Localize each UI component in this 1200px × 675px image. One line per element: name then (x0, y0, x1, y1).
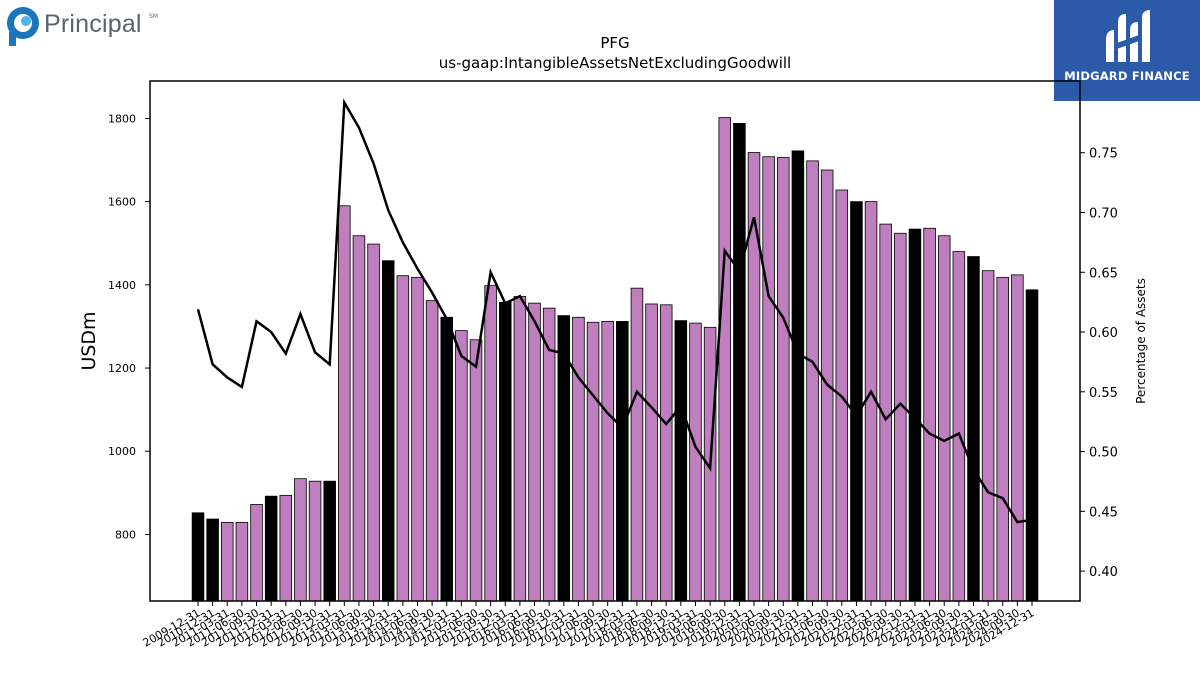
bar-2022-09-30 (894, 232, 907, 602)
principal-logo-mark: SM (149, 13, 158, 20)
chart-subtitle: us-gaap:IntangibleAssetsNetExcludingGood… (439, 54, 791, 72)
bar-2017-06-30 (586, 321, 600, 602)
bar-2014-12-31 (440, 316, 453, 602)
bar-2023-03-31 (923, 227, 936, 602)
bar-2018-09-30 (659, 304, 673, 602)
bar-2011-03-31 (221, 521, 234, 602)
bar-2014-09-30 (425, 300, 439, 602)
bar-2010-12-31 (206, 518, 219, 602)
bar-2015-06-30 (469, 339, 483, 602)
bar-2017-03-31 (572, 316, 585, 602)
y-axis-left: 800 1000 1200 1400 1600 1800 (108, 112, 150, 541)
bar-2014-03-31 (396, 275, 410, 602)
bar-2012-03-31 (279, 494, 293, 602)
bar-2017-12-31 (616, 321, 629, 602)
bar-2023-09-30 (952, 251, 966, 602)
bar-2019-12-31 (733, 123, 746, 602)
bar-2024-12-31 (1025, 289, 1039, 602)
bar-2013-09-30 (367, 243, 380, 602)
bar-2013-06-30 (352, 235, 366, 602)
y2-tick-label: 0.55 (1089, 386, 1118, 401)
principal-logo-icon (7, 7, 39, 46)
bar-2015-09-30 (484, 285, 497, 602)
y-tick-label: 1000 (108, 445, 136, 458)
bar-2020-06-30 (762, 156, 775, 602)
y-axis-right: 0.40 0.45 0.50 0.55 0.60 0.65 0.70 0.75 (1080, 147, 1118, 580)
bar-2011-12-31 (264, 495, 278, 602)
bar-2023-06-30 (937, 235, 951, 602)
bar-2018-03-31 (630, 287, 644, 602)
y2-axis-label: Percentage of Assets (1134, 278, 1148, 404)
bar-2015-12-31 (499, 301, 512, 602)
midgard-logo-text: MIDGARD FINANCE (1064, 69, 1190, 83)
y2-tick-label: 0.50 (1089, 446, 1118, 461)
bar-2018-06-30 (645, 303, 658, 602)
bar-2011-09-30 (250, 504, 263, 602)
bar-2014-06-30 (411, 276, 424, 602)
y-tick-label: 1400 (108, 279, 136, 292)
bar-2024-06-30 (996, 276, 1009, 602)
bar-2024-09-30 (1011, 274, 1024, 602)
y-tick-label: 800 (115, 528, 136, 541)
bar-2016-06-30 (528, 302, 541, 602)
bar-2011-06-30 (235, 521, 249, 602)
percentage-line (196, 98, 1033, 524)
plot-area-frame (149, 80, 1081, 602)
principal-logo: Principal SM (6, 4, 166, 48)
midgard-logo: MIDGARD FINANCE (1054, 0, 1200, 101)
bar-2023-12-31 (967, 256, 980, 602)
bar-2020-12-31 (791, 150, 805, 602)
bar-series (191, 117, 1039, 602)
y-tick-label: 1800 (108, 112, 136, 125)
bar-2012-06-30 (294, 478, 307, 602)
bar-2012-09-30 (308, 480, 322, 602)
bar-2016-03-31 (513, 296, 527, 602)
bar-2015-03-31 (455, 330, 468, 602)
bar-2024-03-31 (981, 270, 995, 602)
y2-tick-label: 0.65 (1089, 266, 1118, 281)
y2-tick-label: 0.60 (1089, 326, 1118, 341)
bar-2012-12-31 (323, 480, 336, 602)
y2-tick-label: 0.40 (1089, 565, 1118, 580)
y2-tick-label: 0.45 (1089, 505, 1118, 520)
principal-logo-text: Principal (44, 10, 142, 38)
x-axis: 2009-12-312010-12-312011-03-312011-06-30… (141, 601, 1037, 650)
y2-tick-label: 0.75 (1089, 147, 1118, 162)
bar-2013-12-31 (381, 260, 395, 602)
bar-2019-09-30 (718, 117, 731, 602)
y-tick-label: 1600 (108, 196, 136, 209)
bar-2020-09-30 (777, 157, 790, 602)
bar-2021-12-31 (850, 201, 863, 602)
bar-2021-03-31 (806, 160, 819, 602)
bar-2013-03-31 (338, 205, 351, 602)
midgard-logo-icon (1106, 10, 1150, 62)
y2-tick-label: 0.70 (1089, 206, 1118, 221)
bar-2017-09-30 (601, 321, 614, 602)
chart-title: PFG (600, 34, 629, 52)
bar-2019-03-31 (689, 322, 702, 602)
y-tick-label: 1200 (108, 362, 136, 375)
bar-2018-12-31 (674, 320, 688, 602)
bar-2009-12-31 (191, 512, 205, 602)
y-axis-label: USDm (78, 311, 100, 370)
